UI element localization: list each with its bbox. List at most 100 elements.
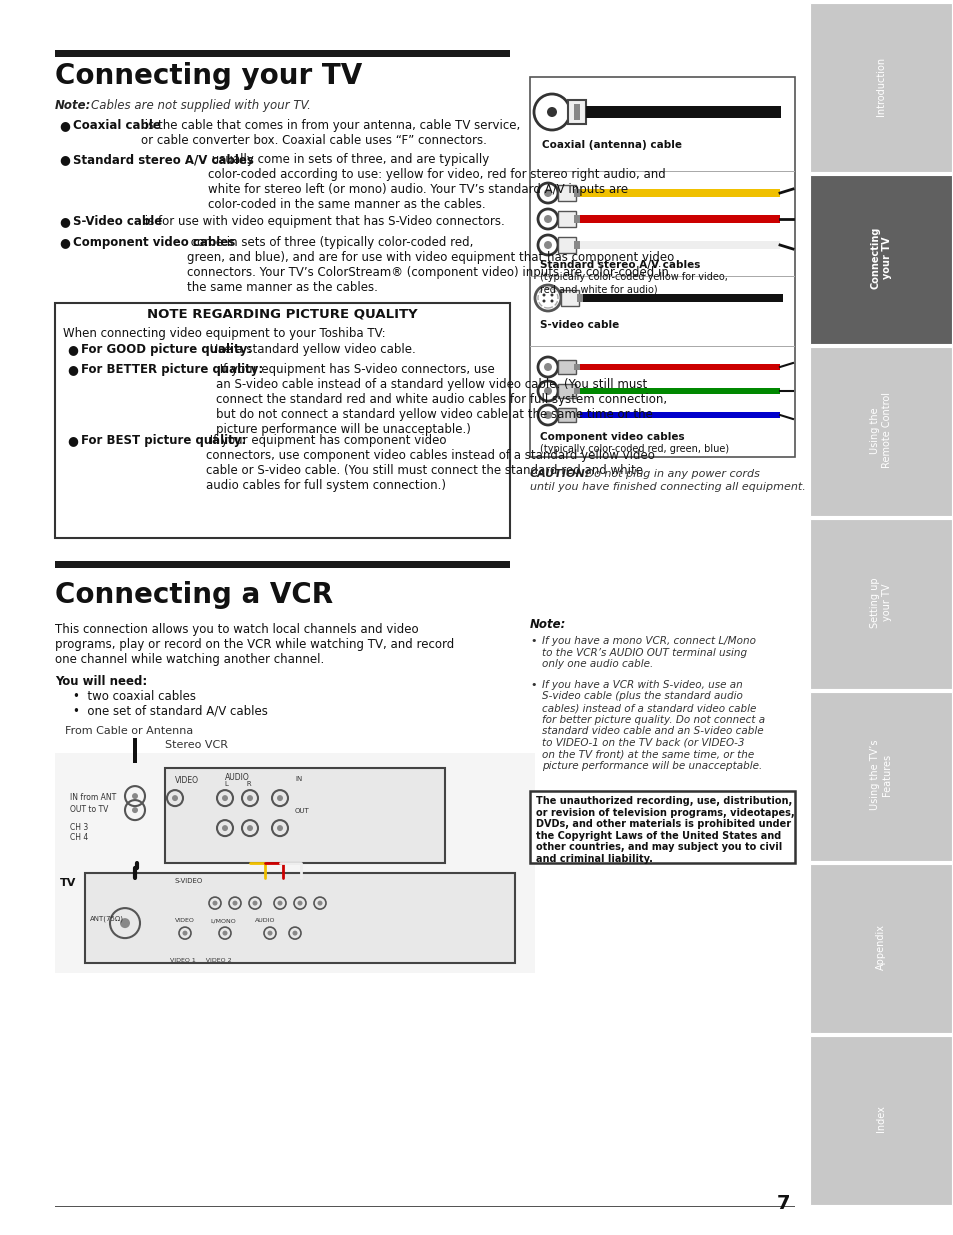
- Circle shape: [182, 931, 188, 936]
- Text: ANT(75Ω): ANT(75Ω): [90, 915, 124, 921]
- Circle shape: [172, 795, 178, 802]
- Circle shape: [267, 931, 273, 936]
- Text: Connecting your TV: Connecting your TV: [55, 62, 362, 90]
- Text: Connecting
your TV: Connecting your TV: [869, 227, 891, 289]
- Circle shape: [222, 931, 227, 936]
- Text: When connecting video equipment to your Toshiba TV:: When connecting video equipment to your …: [63, 327, 385, 340]
- Text: Use a standard yellow video cable.: Use a standard yellow video cable.: [206, 343, 416, 356]
- Text: Standard stereo A/V cables: Standard stereo A/V cables: [73, 153, 253, 167]
- Text: Do not plug in any power cords: Do not plug in any power cords: [581, 469, 760, 479]
- Bar: [579, 364, 780, 370]
- Text: •: •: [530, 636, 536, 646]
- Bar: [55, 1205, 794, 1207]
- Text: If you have a VCR with S-video, use an
S-video cable (plus the standard audio
ca: If you have a VCR with S-video, use an S…: [541, 679, 764, 771]
- Text: For BEST picture quality:: For BEST picture quality:: [81, 435, 246, 447]
- Bar: [579, 189, 780, 198]
- Circle shape: [120, 918, 130, 927]
- Bar: [55, 49, 510, 57]
- Text: If your equipment has S-video connectors, use
an S-video cable instead of a stan: If your equipment has S-video connectors…: [215, 363, 666, 436]
- Bar: [809, 175, 951, 345]
- Circle shape: [550, 300, 553, 303]
- Text: ●: ●: [67, 435, 78, 447]
- Circle shape: [317, 900, 322, 905]
- Circle shape: [233, 900, 237, 905]
- Bar: [809, 863, 951, 1032]
- Text: •  two coaxial cables: • two coaxial cables: [73, 690, 195, 703]
- Circle shape: [253, 900, 257, 905]
- Text: Component video cables: Component video cables: [73, 236, 235, 248]
- Text: Standard stereo A/V cables: Standard stereo A/V cables: [539, 261, 700, 270]
- Text: OUT: OUT: [294, 808, 310, 814]
- Bar: [567, 100, 585, 124]
- Circle shape: [542, 300, 545, 303]
- Circle shape: [546, 107, 557, 117]
- Text: (typically color-coded red, green, blue): (typically color-coded red, green, blue): [539, 445, 728, 454]
- Text: Index: Index: [875, 1105, 885, 1132]
- Circle shape: [276, 825, 283, 831]
- Bar: [574, 241, 579, 249]
- Bar: [577, 294, 582, 303]
- Circle shape: [132, 808, 138, 813]
- Bar: [558, 211, 576, 227]
- Bar: [165, 768, 444, 863]
- Text: You will need:: You will need:: [55, 676, 147, 688]
- Text: is the cable that comes in from your antenna, cable TV service,
or cable convert: is the cable that comes in from your ant…: [140, 119, 519, 147]
- Circle shape: [247, 825, 253, 831]
- Bar: [574, 364, 579, 370]
- Text: ●: ●: [59, 119, 70, 132]
- Text: Connecting a VCR: Connecting a VCR: [55, 582, 333, 609]
- Circle shape: [213, 900, 217, 905]
- Text: Stereo VCR: Stereo VCR: [165, 740, 228, 750]
- Text: Coaxial (antenna) cable: Coaxial (antenna) cable: [541, 140, 681, 149]
- Circle shape: [543, 387, 552, 395]
- Text: OUT to TV: OUT to TV: [70, 805, 109, 814]
- Circle shape: [293, 931, 297, 936]
- Text: is for use with video equipment that has S-Video connectors.: is for use with video equipment that has…: [140, 215, 504, 227]
- Text: TV: TV: [60, 878, 76, 888]
- Bar: [558, 384, 576, 398]
- Text: AUDIO: AUDIO: [254, 918, 275, 923]
- Bar: [55, 561, 510, 568]
- Text: ●: ●: [59, 215, 70, 227]
- Bar: [574, 388, 579, 394]
- Circle shape: [543, 411, 552, 419]
- Bar: [582, 294, 782, 303]
- Circle shape: [276, 795, 283, 802]
- Circle shape: [543, 241, 552, 249]
- Bar: [574, 412, 579, 417]
- Bar: [809, 347, 951, 516]
- Bar: [579, 215, 780, 224]
- Circle shape: [542, 294, 545, 296]
- Text: •: •: [530, 679, 536, 690]
- Text: until you have finished connecting all equipment.: until you have finished connecting all e…: [530, 482, 805, 492]
- Bar: [809, 692, 951, 861]
- Text: ●: ●: [67, 363, 78, 375]
- Text: CH 3: CH 3: [70, 823, 89, 832]
- Text: AUDIO: AUDIO: [225, 773, 250, 782]
- Bar: [560, 290, 578, 306]
- Circle shape: [132, 793, 138, 799]
- Text: red and white for audio): red and white for audio): [539, 284, 657, 294]
- Text: The unauthorized recording, use, distribution,
or revision of television program: The unauthorized recording, use, distrib…: [536, 797, 794, 864]
- Circle shape: [222, 795, 228, 802]
- Circle shape: [222, 825, 228, 831]
- Text: Appendix: Appendix: [875, 924, 885, 969]
- Bar: [558, 185, 576, 201]
- Bar: [558, 408, 576, 422]
- Circle shape: [543, 215, 552, 224]
- Text: L        R: L R: [225, 781, 252, 787]
- Bar: [55, 303, 510, 538]
- Text: Note:: Note:: [55, 99, 91, 112]
- Text: •  one set of standard A/V cables: • one set of standard A/V cables: [73, 704, 268, 718]
- Bar: [809, 1036, 951, 1205]
- Bar: [579, 388, 780, 394]
- Text: If you have a mono VCR, connect L/Mono
to the VCR’s AUDIO OUT terminal using
onl: If you have a mono VCR, connect L/Mono t…: [541, 636, 755, 669]
- Text: Coaxial cable: Coaxial cable: [73, 119, 161, 132]
- Bar: [530, 790, 794, 863]
- Text: S-video cable: S-video cable: [539, 320, 618, 330]
- Text: For BETTER picture quality:: For BETTER picture quality:: [81, 363, 263, 375]
- Text: IN: IN: [294, 776, 302, 782]
- Text: ●: ●: [59, 153, 70, 167]
- Bar: [530, 77, 794, 457]
- Text: VIDEO: VIDEO: [174, 918, 194, 923]
